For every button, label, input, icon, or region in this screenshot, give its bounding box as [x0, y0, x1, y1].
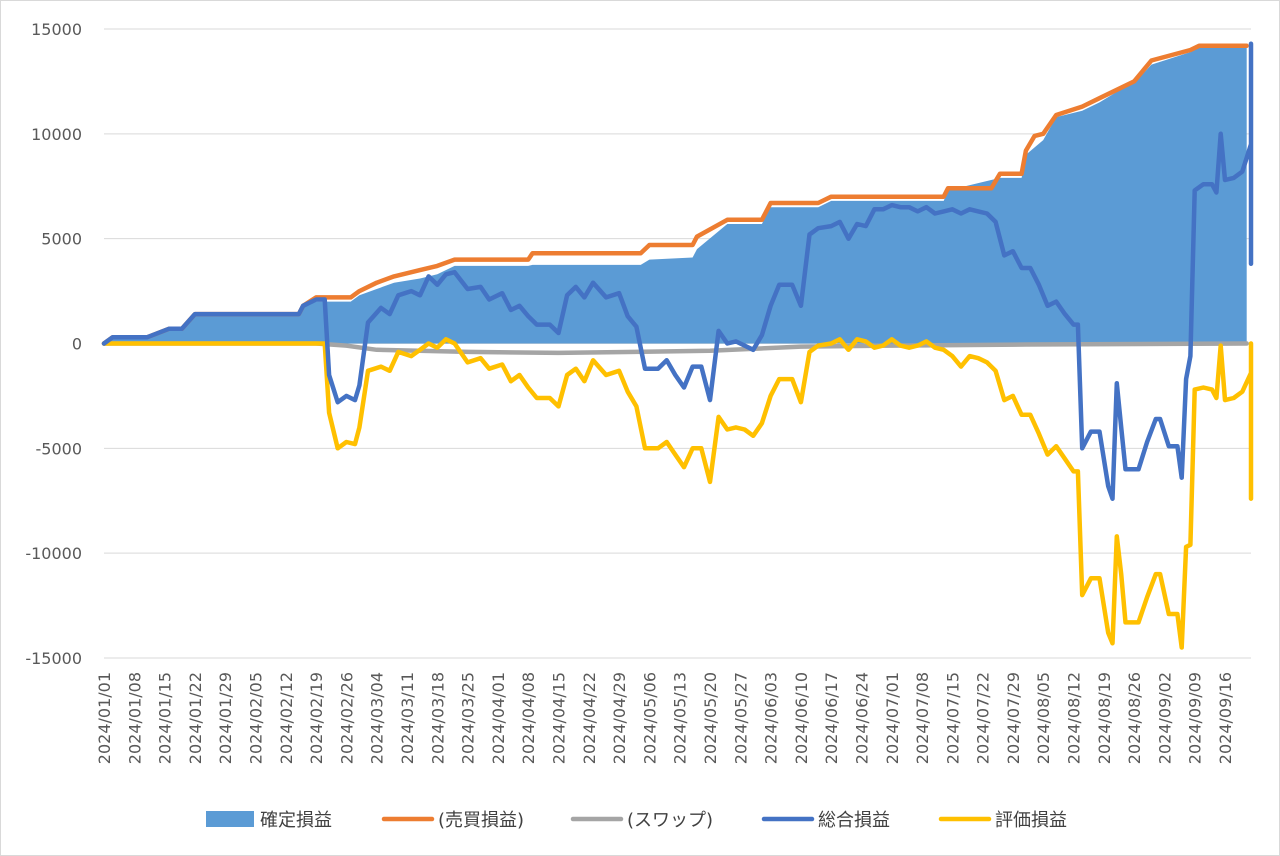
x-tick-label: 2024/06/10 [792, 672, 811, 764]
x-tick-label: 2024/06/03 [762, 672, 781, 764]
x-tick-label: 2024/01/08 [125, 672, 144, 764]
legend-label: (売買損益) [438, 810, 524, 831]
line-series-layer [101, 41, 1254, 650]
y-tick-label: 5000 [41, 230, 82, 249]
x-tick-label: 2024/03/25 [459, 672, 478, 764]
x-tick-label: 2024/02/26 [337, 672, 356, 764]
x-tick-label: 2024/06/24 [852, 672, 871, 764]
legend-label: (スワップ) [627, 810, 713, 831]
x-tick-label: 2024/05/13 [671, 672, 690, 764]
series-line-評価損益 [101, 337, 1254, 650]
x-tick-label: 2024/02/05 [246, 672, 265, 764]
x-tick-label: 2024/03/11 [398, 672, 417, 764]
y-tick-label: -15000 [25, 649, 82, 668]
legend-label: 総合損益 [818, 810, 890, 831]
x-tick-label: 2024/05/20 [701, 672, 720, 764]
x-tick-label: 2024/02/19 [307, 672, 326, 764]
legend-label: 評価損益 [995, 810, 1067, 831]
series-area-確定損益 [104, 47, 1247, 344]
legend-item: (スワップ) [570, 810, 713, 831]
x-tick-label: 2024/09/09 [1186, 672, 1205, 764]
legend-item: 評価損益 [938, 810, 1067, 831]
x-tick-label: 2024/04/15 [549, 672, 568, 764]
x-tick-label: 2024/08/19 [1095, 672, 1114, 764]
x-tick-label: 2024/01/22 [186, 672, 205, 764]
y-tick-label: 15000 [31, 20, 82, 39]
legend-label: 確定損益 [260, 810, 332, 831]
area-series-layer [104, 47, 1247, 344]
x-tick-label: 2024/03/04 [368, 672, 387, 764]
y-tick-label: 10000 [31, 125, 82, 144]
legend: 確定損益 (売買損益) (スワップ) 総合損益 評価損益 [206, 810, 1067, 831]
x-tick-label: 2024/08/12 [1065, 672, 1084, 764]
x-tick-label: 2024/05/27 [731, 672, 750, 764]
x-tick-label: 2024/01/01 [95, 672, 114, 764]
x-tick-label: 2024/07/22 [974, 672, 993, 764]
x-tick-label: 2024/05/06 [640, 672, 659, 764]
x-tick-label: 2024/04/29 [610, 672, 629, 764]
legend-item: (売買損益) [381, 810, 524, 831]
x-tick-label: 2024/02/12 [277, 672, 296, 764]
x-tick-label: 2024/06/17 [822, 672, 841, 764]
x-tick-label: 2024/07/15 [943, 672, 962, 764]
x-axis: 2024/01/01 2024/01/08 2024/01/15 2024/01/22… [95, 672, 1235, 764]
x-tick-label: 2024/01/15 [156, 672, 175, 764]
y-tick-label: -5000 [36, 439, 83, 458]
x-tick-label: 2024/09/02 [1155, 672, 1174, 764]
legend-item: 総合損益 [761, 810, 890, 831]
x-tick-label: 2024/08/26 [1125, 672, 1144, 764]
x-tick-label: 2024/09/16 [1216, 672, 1235, 764]
x-tick-label: 2024/04/01 [489, 672, 508, 764]
x-tick-label: 2024/01/29 [216, 672, 235, 764]
y-axis: 15000 10000 5000 0 -5000 -10000 -15000 [25, 20, 82, 668]
x-tick-label: 2024/07/29 [1004, 672, 1023, 764]
x-tick-label: 2024/04/22 [580, 672, 599, 764]
y-tick-label: 0 [72, 335, 82, 354]
x-tick-label: 2024/07/01 [883, 672, 902, 764]
legend-swatch [206, 811, 254, 827]
x-tick-label: 2024/08/05 [1034, 672, 1053, 764]
x-tick-label: 2024/07/08 [913, 672, 932, 764]
series-line-総合損益 [101, 41, 1254, 501]
x-tick-label: 2024/04/08 [519, 672, 538, 764]
series-line-(スワップ) [101, 341, 1249, 356]
x-tick-label: 2024/03/18 [428, 672, 447, 764]
y-tick-label: -10000 [25, 544, 82, 563]
legend-item: 確定損益 [206, 810, 332, 831]
